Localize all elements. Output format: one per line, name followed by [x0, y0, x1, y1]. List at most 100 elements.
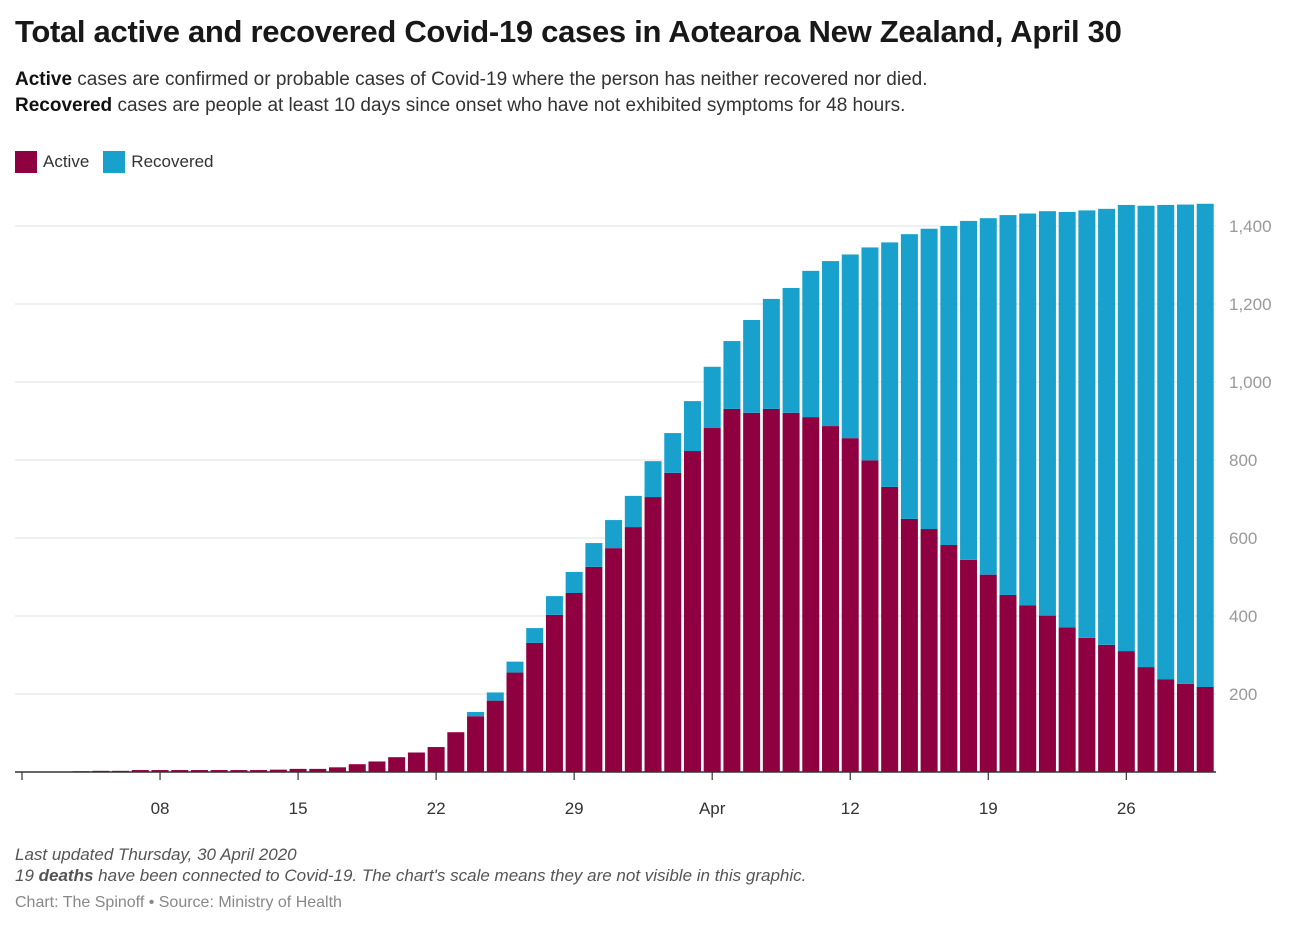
- bar-active: [1137, 667, 1155, 772]
- bar-active: [368, 761, 386, 772]
- x-tick-label: 22: [427, 799, 446, 818]
- bar-active: [1117, 651, 1135, 772]
- subtitle-line-2: Recovered cases are people at least 10 d…: [15, 95, 905, 117]
- bar-recovered: [664, 433, 682, 473]
- bar-active: [861, 460, 879, 772]
- x-tick-label: 19: [979, 799, 998, 818]
- bar-recovered: [960, 220, 978, 560]
- bar-active: [269, 769, 287, 772]
- x-tick-label: 26: [1117, 799, 1136, 818]
- bar-recovered: [526, 628, 544, 643]
- bar-recovered: [1176, 204, 1194, 684]
- bar-recovered: [486, 692, 504, 701]
- y-tick-label: 400: [1229, 607, 1257, 626]
- bar-active: [940, 545, 958, 772]
- y-tick-label: 200: [1229, 685, 1257, 704]
- bar-active: [565, 592, 583, 772]
- deaths-word: deaths: [38, 866, 94, 885]
- bar-active: [407, 752, 425, 772]
- bar-active: [289, 768, 307, 772]
- bar-recovered: [762, 298, 780, 409]
- bar-active: [743, 412, 761, 772]
- legend-item-recovered: Recovered: [103, 151, 214, 173]
- bar-recovered: [585, 543, 603, 567]
- bar-active: [664, 472, 682, 772]
- bar-active: [1196, 686, 1214, 772]
- bar-active: [151, 770, 169, 772]
- bar-active: [427, 747, 445, 772]
- bar-recovered: [683, 401, 701, 452]
- x-tick-label: Apr: [699, 799, 726, 818]
- bar-recovered: [1196, 203, 1214, 687]
- bar-active: [348, 764, 366, 772]
- bar-recovered: [1117, 204, 1135, 652]
- bar-active: [723, 408, 741, 772]
- bar-recovered: [565, 571, 583, 593]
- bar-active: [979, 574, 997, 772]
- bar-active: [624, 527, 642, 772]
- bar-active: [388, 757, 406, 772]
- bar-active: [131, 770, 149, 772]
- bar-recovered: [881, 242, 899, 487]
- legend-item-active: Active: [15, 151, 89, 173]
- x-tick-label: 15: [289, 799, 308, 818]
- bar-recovered: [605, 520, 623, 549]
- bar-recovered: [1137, 205, 1155, 668]
- bar-active: [190, 770, 208, 772]
- bar-active: [506, 672, 524, 772]
- bar-recovered: [644, 461, 662, 498]
- bar-active: [960, 559, 978, 772]
- chart-title: Total active and recovered Covid-19 case…: [15, 14, 1122, 49]
- bar-recovered: [1019, 213, 1037, 606]
- bar-recovered: [1038, 211, 1056, 616]
- y-tick-label: 1,000: [1229, 373, 1272, 392]
- bar-recovered: [1078, 210, 1096, 638]
- legend-swatch-active: [15, 151, 37, 173]
- bar-active: [703, 428, 721, 772]
- bar-recovered: [743, 319, 761, 413]
- bar-active: [545, 614, 563, 772]
- bar-active: [683, 451, 701, 772]
- bar-recovered: [506, 661, 524, 673]
- legend-label-active: Active: [43, 152, 90, 171]
- deaths-count: 19: [15, 866, 39, 885]
- bar-recovered: [467, 711, 485, 717]
- bar-active: [486, 700, 504, 772]
- bar-active: [841, 438, 859, 772]
- bar-recovered: [940, 226, 958, 546]
- bar-active: [920, 529, 938, 772]
- bar-active: [1058, 627, 1076, 772]
- x-tick-label: 12: [841, 799, 860, 818]
- bar-active: [526, 642, 544, 772]
- bar-active: [1078, 637, 1096, 772]
- bar-active: [1038, 615, 1056, 772]
- bar-recovered: [723, 341, 741, 409]
- bar-recovered: [624, 495, 642, 528]
- bar-recovered: [861, 247, 879, 461]
- bar-recovered: [802, 270, 820, 418]
- x-tick-label: 29: [565, 799, 584, 818]
- subtitle-line-1: Active cases are confirmed or probable c…: [15, 69, 928, 91]
- legend-swatch-recovered: [103, 151, 126, 173]
- subtitle-recovered-term: Recovered: [15, 95, 113, 116]
- subtitle-active-term: Active: [15, 69, 73, 90]
- bar-recovered: [920, 228, 938, 530]
- legend: Active Recovered: [15, 151, 214, 173]
- bar-recovered: [999, 215, 1017, 595]
- bar-active: [309, 768, 327, 772]
- bar-recovered: [900, 234, 918, 519]
- y-tick-label: 600: [1229, 529, 1257, 548]
- bar-recovered: [822, 261, 840, 427]
- bar-recovered: [1098, 208, 1116, 645]
- bar-active: [881, 486, 899, 772]
- last-updated-note: Last updated Thursday, 30 April 2020: [15, 845, 297, 864]
- bar-active: [250, 770, 268, 772]
- bar-active: [230, 770, 248, 772]
- bar-active: [447, 732, 465, 772]
- bar-recovered: [703, 366, 721, 429]
- bar-active: [762, 408, 780, 772]
- bar-active: [1157, 679, 1175, 772]
- y-tick-label: 1,200: [1229, 295, 1272, 314]
- deaths-note-text: have been connected to Covid-19. The cha…: [93, 866, 807, 885]
